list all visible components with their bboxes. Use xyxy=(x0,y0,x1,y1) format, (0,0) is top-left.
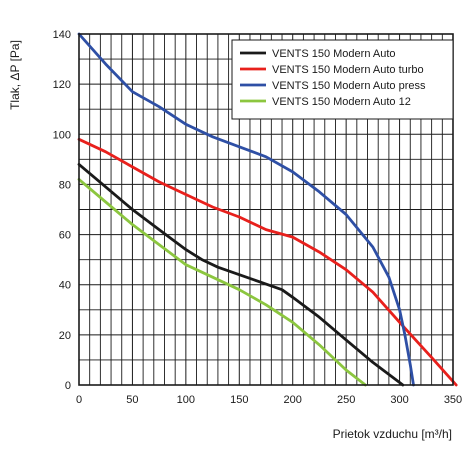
legend: VENTS 150 Modern Auto VENTS 150 Modern Au… xyxy=(231,39,454,120)
legend-label: VENTS 150 Modern Auto press xyxy=(272,80,426,92)
y-axis-ticks: 0 20 40 60 80 100 120 140 xyxy=(53,29,71,392)
series-line-3 xyxy=(77,32,415,387)
legend-label: VENTS 150 Modern Auto turbo xyxy=(272,64,424,76)
series-lines xyxy=(77,32,458,387)
plot-area xyxy=(78,33,454,386)
y-tick-label: 20 xyxy=(59,330,71,342)
x-tick-label: 0 xyxy=(76,394,82,406)
x-tick-label: 200 xyxy=(284,394,302,406)
legend-box xyxy=(231,39,454,120)
legend-label: VENTS 150 Modern Auto xyxy=(272,48,396,60)
x-tick-label: 100 xyxy=(177,394,195,406)
x-tick-label: 250 xyxy=(337,394,355,406)
y-tick-label: 40 xyxy=(59,280,71,292)
y-tick-label: 60 xyxy=(59,230,71,242)
series-line-2 xyxy=(77,137,458,387)
y-axis-label: Tlak, ΔP [Pa] xyxy=(8,40,22,110)
x-tick-label: 300 xyxy=(390,394,408,406)
x-tick-label: 350 xyxy=(444,394,462,406)
y-tick-label: 120 xyxy=(53,79,71,91)
series-line-1 xyxy=(77,162,405,387)
series-line-4 xyxy=(77,177,367,387)
x-tick-label: 50 xyxy=(126,394,138,406)
y-tick-label: 140 xyxy=(53,29,71,41)
y-tick-label: 100 xyxy=(53,129,71,141)
y-tick-label: 0 xyxy=(65,380,71,392)
legend-label: VENTS 150 Modern Auto 12 xyxy=(272,96,411,108)
x-axis-ticks: 0 50 100 150 200 250 300 350 xyxy=(76,394,462,406)
y-tick-label: 80 xyxy=(59,179,71,191)
x-tick-label: 150 xyxy=(230,394,248,406)
x-axis-label: Prietok vzduchu [m³/h] xyxy=(333,427,452,441)
